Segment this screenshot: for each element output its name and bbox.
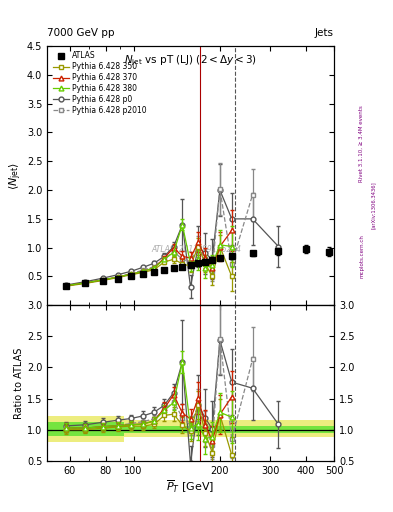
X-axis label: $\overline{P}_T$ [GeV]: $\overline{P}_T$ [GeV] bbox=[167, 478, 215, 495]
Text: $N_\mathrm{jet}$ vs pT (LJ) $(2 < \Delta y < 3)$: $N_\mathrm{jet}$ vs pT (LJ) $(2 < \Delta… bbox=[124, 54, 257, 68]
Text: ATLAS_2011_S9126244: ATLAS_2011_S9126244 bbox=[151, 244, 241, 253]
Text: Rivet 3.1.10, ≥ 3.4M events: Rivet 3.1.10, ≥ 3.4M events bbox=[359, 105, 364, 182]
Text: Jets: Jets bbox=[315, 28, 334, 38]
Text: mcplots.cern.ch: mcplots.cern.ch bbox=[359, 234, 364, 278]
Y-axis label: $\langle N_\mathrm{jet}\rangle$: $\langle N_\mathrm{jet}\rangle$ bbox=[7, 161, 24, 190]
Legend: ATLAS, Pythia 6.428 350, Pythia 6.428 370, Pythia 6.428 380, Pythia 6.428 p0, Py: ATLAS, Pythia 6.428 350, Pythia 6.428 37… bbox=[51, 50, 149, 117]
Text: [arXiv:1306.3436]: [arXiv:1306.3436] bbox=[371, 181, 376, 229]
Text: 7000 GeV pp: 7000 GeV pp bbox=[47, 28, 115, 38]
Y-axis label: Ratio to ATLAS: Ratio to ATLAS bbox=[14, 347, 24, 419]
